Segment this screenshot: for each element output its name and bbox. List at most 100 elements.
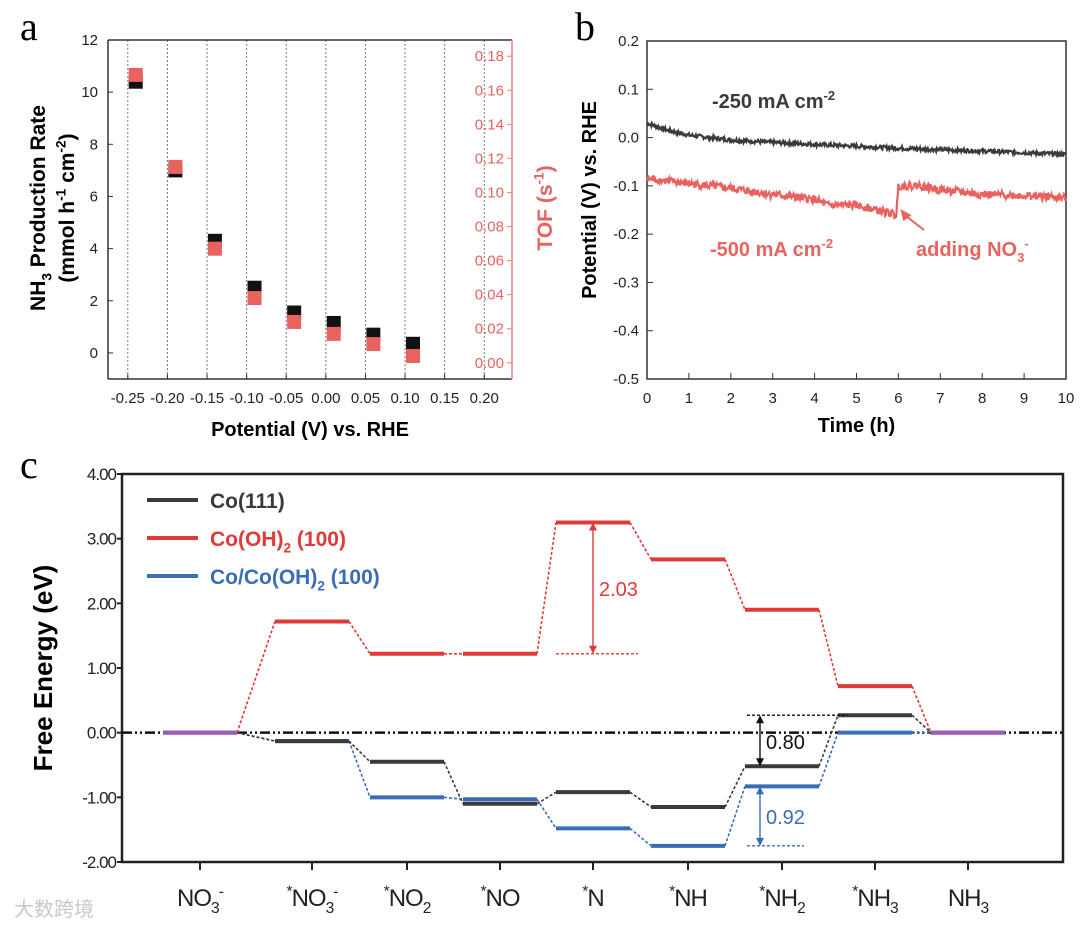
y2-tick-label: 0.00 xyxy=(475,355,504,372)
annotation-label: 2.03 xyxy=(599,579,638,601)
y-tick-label: 8 xyxy=(90,136,98,153)
connector-0 xyxy=(236,731,276,742)
x-tick-label: -0.05 xyxy=(269,390,303,407)
category-label: *NH3 xyxy=(852,883,898,917)
watermark: 大数跨境 xyxy=(14,897,94,921)
chart-a: -0.25 -0.20 -0.15 -0.10 -0.05 0.00 0.05 0.10 0.1… xyxy=(27,32,557,441)
x-tick-label: 0.05 xyxy=(351,390,380,407)
connector-0 xyxy=(629,791,652,808)
x-tick-label: 0 xyxy=(643,390,651,407)
y2-tick-label: 0.06 xyxy=(475,253,504,270)
y2-tick-label: 0.14 xyxy=(475,116,504,133)
y-tick-label: 2 xyxy=(90,293,98,310)
panel-label-a: a xyxy=(20,4,38,49)
y-tick-label: 10 xyxy=(81,84,98,101)
y-tick-label: 3.00 xyxy=(87,530,117,549)
annotation-label: 0.80 xyxy=(766,732,805,754)
connector-1 xyxy=(536,522,557,654)
y-tick-label: -0.3 xyxy=(613,274,639,291)
connector-0 xyxy=(536,791,557,805)
y-tick-label: -2.00 xyxy=(82,853,116,872)
y-tick-label: 0.00 xyxy=(87,724,117,743)
y-tick-label: 4.00 xyxy=(87,465,117,484)
y2-tick-label: 0.12 xyxy=(475,150,504,167)
tof-point xyxy=(287,314,302,329)
x-tick-label: 7 xyxy=(936,390,944,407)
y-tick-label: 12 xyxy=(81,32,98,49)
legend-label: Co/Co(OH)2 (100) xyxy=(210,566,380,593)
y-tick-label: 1.00 xyxy=(87,659,117,678)
category-label: *N xyxy=(582,883,603,912)
y-tick-label: 2.00 xyxy=(87,594,117,613)
connector-2 xyxy=(536,798,557,829)
y-tick-label: -0.2 xyxy=(613,226,639,243)
panel-label-b: b xyxy=(575,4,595,49)
y2-tick-label: 0.02 xyxy=(475,321,504,338)
x-tick-label: 4 xyxy=(810,390,818,407)
x-tick-label: -0.20 xyxy=(150,390,184,407)
annotation-arrow-head xyxy=(756,786,764,795)
tof-point xyxy=(326,326,341,341)
y-tick-label: 0.0 xyxy=(618,130,639,147)
y-axis-label-line1: NH3 Production Rate xyxy=(27,105,54,311)
connector-0 xyxy=(911,714,932,734)
rate-point xyxy=(405,336,420,351)
annotation-label: adding NO3- xyxy=(916,236,1029,265)
y-axis-label: Potential (V) vs. RHE xyxy=(579,101,601,299)
y2-axis-label: TOF (s-1) xyxy=(532,165,557,250)
legend-label: Co(OH)2 (100) xyxy=(210,528,346,555)
legend-label: Co(111) xyxy=(210,490,285,513)
tof-point xyxy=(366,337,381,352)
category-label: *NH2 xyxy=(759,883,805,917)
x-tick-label: -0.25 xyxy=(111,390,145,407)
x-axis-label: Time (h) xyxy=(818,415,895,437)
x-tick-label: 1 xyxy=(685,390,693,407)
annotation-arrow-head xyxy=(756,715,764,724)
y-tick-label: 4 xyxy=(90,241,98,258)
y2-tick-label: 0.10 xyxy=(475,184,504,201)
category-label: *NO3- xyxy=(287,883,339,917)
connector-2 xyxy=(724,786,746,847)
x-axis-label: Potential (V) vs. RHE xyxy=(211,419,409,441)
category-label: *NO2 xyxy=(384,883,431,917)
y2-tick-label: 0.08 xyxy=(475,219,504,236)
y-tick-label: 0.2 xyxy=(618,33,639,50)
connector-0 xyxy=(818,714,839,767)
tof-point xyxy=(207,241,222,256)
category-label: NH3 xyxy=(948,885,989,917)
y2-tick-label: 0.16 xyxy=(475,82,504,99)
x-tick-label: 5 xyxy=(852,390,860,407)
y-tick-label: -0.1 xyxy=(613,178,639,195)
y-axis-label: Free Energy (eV) xyxy=(28,565,58,772)
y-tick-label: 6 xyxy=(90,188,98,205)
category-label: *NO xyxy=(480,883,519,912)
annotation-arrow-head xyxy=(756,837,764,846)
y-tick-label: -1.00 xyxy=(82,788,116,807)
x-tick-label: 0.20 xyxy=(470,390,499,407)
tof-point xyxy=(405,349,420,364)
x-tick-label: 0.10 xyxy=(390,390,419,407)
annotation-label: 0.92 xyxy=(766,807,805,829)
y-axis-label-line2: (mmol h-1 cm-2) xyxy=(54,133,79,282)
annotation-arrow-head xyxy=(589,522,597,531)
y-tick-label: -0.5 xyxy=(613,371,639,388)
category-label: NO3- xyxy=(177,883,224,917)
tof-point xyxy=(247,291,262,306)
connector-1 xyxy=(911,685,932,733)
x-tick-label: 3 xyxy=(769,390,777,407)
chart-b: 0 1 2 3 4 5 6 7 8 9 10 -0.5 -0.4 -0.3 -0.2 -0.1 0.0 0.1 0.… xyxy=(579,33,1074,437)
x-tick-label: 0.15 xyxy=(430,390,459,407)
x-tick-label: -0.10 xyxy=(230,390,264,407)
panel-label-c: c xyxy=(20,442,38,487)
tof-point xyxy=(128,67,143,82)
category-label: *NH xyxy=(669,883,707,912)
series-line-1 xyxy=(646,173,1068,221)
x-tick-label: 0.00 xyxy=(311,390,340,407)
connector-1 xyxy=(629,522,652,560)
tof-point xyxy=(168,159,183,174)
connector-1 xyxy=(724,559,746,611)
annotation-arrow-head xyxy=(589,645,597,654)
connector-2 xyxy=(348,740,371,798)
series-label-500: -500 mA cm-2 xyxy=(710,236,833,261)
